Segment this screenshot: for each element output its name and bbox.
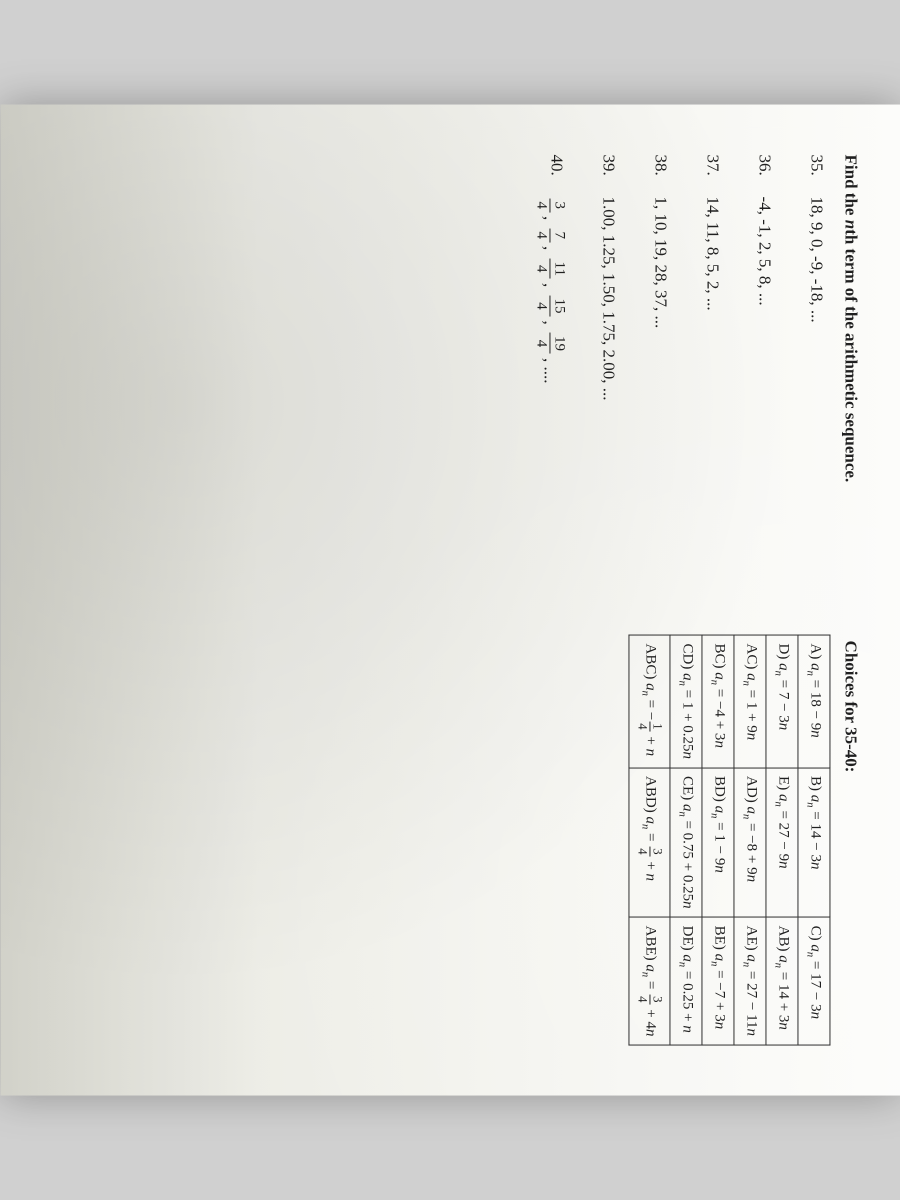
problem-36: 36. -4, -1, 2, 5, 8, ... <box>754 155 774 595</box>
problems-column: Find the nth term of the arithmetic sequ… <box>501 155 860 595</box>
problem-number: 36. <box>754 155 774 197</box>
choice-row: CD) an = 1 + 0.25nCE) an = 0.75 + 0.25nD… <box>670 635 702 1045</box>
problem-sequence: 1.00, 1.25, 1.50, 1.75, 2.00, ... <box>598 197 618 595</box>
problem-sequence: 18, 9, 0, -9, -18, ... <box>806 197 826 595</box>
choice-cell: BE) an = −7 + 3n <box>702 917 734 1045</box>
worksheet-page: Find the nth term of the arithmetic sequ… <box>0 105 900 1096</box>
choice-cell: B) an = 14 − 3n <box>798 768 830 918</box>
choice-row: D) an = 7 − 3nE) an = 27 − 9nAB) an = 14… <box>766 635 798 1045</box>
content: Find the nth term of the arithmetic sequ… <box>501 155 860 1046</box>
problem-sequence: 34, 74, 114, 154, 194, .... <box>533 197 566 595</box>
choice-cell: DE) an = 0.25 + n <box>670 917 702 1045</box>
problem-sequence: 14, 11, 8, 5, 2, ... <box>702 197 722 595</box>
choice-cell: AD) an = −8 + 9n <box>734 768 766 918</box>
choice-row: BC) an = −4 + 3nBD) an = 1 − 9nBE) an = … <box>702 635 734 1045</box>
choice-cell: C) an = 17 − 3n <box>798 917 830 1045</box>
choice-cell: D) an = 7 − 3n <box>766 635 798 768</box>
problem-sequence: 1, 10, 19, 28, 37, ... <box>650 197 670 595</box>
problem-37: 37. 14, 11, 8, 5, 2, ... <box>702 155 722 595</box>
page-shadow <box>0 105 260 1096</box>
problem-38: 38. 1, 10, 19, 28, 37, ... <box>650 155 670 595</box>
problem-sequence: -4, -1, 2, 5, 8, ... <box>754 197 774 595</box>
choice-cell: AC) an = 1 + 9n <box>734 635 766 768</box>
choice-cell: ABD) an = 34 + n <box>629 768 670 918</box>
choice-row: AC) an = 1 + 9nAD) an = −8 + 9nAE) an = … <box>734 635 766 1045</box>
choices-column: Choices for 35-40: A) an = 18 − 9nB) an … <box>629 635 861 1046</box>
problem-number: 38. <box>650 155 670 197</box>
choice-cell: BC) an = −4 + 3n <box>702 635 734 768</box>
choice-cell: E) an = 27 − 9n <box>766 768 798 918</box>
problem-number: 39. <box>598 155 618 197</box>
problem-number: 35. <box>806 155 826 197</box>
choice-cell: BD) an = 1 − 9n <box>702 768 734 918</box>
problem-number: 37. <box>702 155 722 197</box>
choices-heading: Choices for 35-40: <box>840 641 860 1046</box>
problem-35: 35. 18, 9, 0, -9, -18, ... <box>806 155 826 595</box>
problem-number: 40. <box>533 155 566 197</box>
problem-40: 40. 34, 74, 114, 154, 194, .... <box>533 155 566 595</box>
problem-39: 39. 1.00, 1.25, 1.50, 1.75, 2.00, ... <box>598 155 618 595</box>
choice-cell: A) an = 18 − 9n <box>798 635 830 768</box>
choice-cell: AE) an = 27 − 11n <box>734 917 766 1045</box>
choice-row: A) an = 18 − 9nB) an = 14 − 3nC) an = 17… <box>798 635 830 1045</box>
choice-cell: ABE) an = 34 + 4n <box>629 917 670 1045</box>
choice-row: ABC) an = −14 + nABD) an = 34 + nABE) an… <box>629 635 670 1045</box>
choice-cell: AB) an = 14 + 3n <box>766 917 798 1045</box>
choice-cell: ABC) an = −14 + n <box>629 635 670 768</box>
choice-cell: CD) an = 1 + 0.25n <box>670 635 702 768</box>
choices-table: A) an = 18 − 9nB) an = 14 − 3nC) an = 17… <box>629 635 831 1046</box>
choice-cell: CE) an = 0.75 + 0.25n <box>670 768 702 918</box>
section-heading: Find the nth term of the arithmetic sequ… <box>840 155 860 595</box>
